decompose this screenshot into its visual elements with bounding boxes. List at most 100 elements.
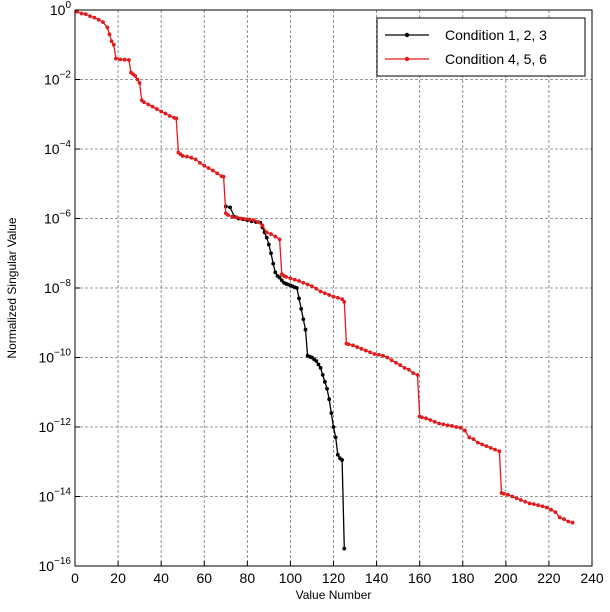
y-tick-label: 100	[50, 0, 72, 18]
legend-marker	[404, 56, 410, 62]
data-point	[118, 57, 123, 62]
data-point	[301, 280, 306, 285]
data-point	[226, 213, 230, 217]
data-point	[335, 452, 340, 457]
data-point	[142, 100, 146, 104]
data-point	[305, 282, 310, 287]
data-point	[493, 447, 497, 452]
data-point	[314, 359, 319, 363]
data-point	[318, 366, 323, 370]
data-point	[101, 20, 105, 25]
data-point	[273, 270, 278, 275]
data-point	[394, 360, 398, 365]
data-point	[549, 507, 553, 512]
data-point	[346, 342, 351, 347]
x-tick-label: 100	[279, 570, 303, 586]
data-point	[488, 445, 493, 450]
data-point	[445, 423, 450, 428]
legend-box	[376, 17, 586, 77]
data-point	[126, 58, 131, 62]
data-point	[193, 157, 198, 162]
data-point	[467, 435, 472, 440]
data-point	[514, 496, 519, 501]
data-point	[536, 503, 541, 508]
data-point	[322, 379, 327, 384]
data-point	[331, 294, 336, 299]
data-point	[335, 295, 340, 300]
x-tick-label: 20	[110, 570, 126, 586]
data-point	[150, 104, 155, 109]
series-layer	[75, 9, 575, 551]
y-tick-label: 10−14	[38, 487, 71, 505]
x-tick-label: 120	[322, 570, 346, 586]
data-point	[325, 386, 329, 391]
data-point	[428, 418, 433, 422]
data-point	[406, 367, 411, 372]
data-point	[174, 116, 179, 121]
y-tick-label: 10−6	[44, 209, 71, 227]
data-point	[206, 166, 211, 171]
y-tick-label: 10−10	[38, 348, 71, 366]
data-point	[355, 345, 360, 349]
data-point	[260, 223, 265, 228]
data-point	[557, 515, 562, 520]
series-1	[223, 204, 347, 551]
data-point	[527, 501, 532, 506]
y-tick-label: 10−8	[44, 278, 71, 296]
x-tick-label: 60	[196, 570, 212, 586]
data-point	[385, 355, 390, 360]
data-point	[266, 242, 271, 247]
data-point	[92, 15, 97, 20]
data-point	[215, 171, 220, 176]
data-point	[256, 220, 261, 224]
y-axis-label: Normalized Singular Value	[5, 217, 19, 359]
data-point	[419, 415, 424, 420]
data-point	[277, 237, 282, 242]
data-point	[327, 293, 332, 297]
data-point	[264, 235, 269, 240]
data-point	[342, 546, 347, 551]
y-tick-label: 10−16	[38, 556, 71, 574]
data-point	[540, 504, 545, 509]
x-tick-label: 140	[365, 570, 389, 586]
data-point	[273, 234, 278, 239]
data-point	[221, 174, 226, 179]
data-point	[230, 214, 235, 219]
data-point	[301, 317, 306, 322]
legend-label: Condition 4, 5, 6	[445, 51, 547, 67]
data-point	[333, 435, 338, 440]
x-tick-label: 220	[537, 570, 561, 586]
data-point	[198, 161, 202, 165]
data-point	[75, 9, 80, 14]
data-point	[316, 362, 321, 367]
data-point	[329, 411, 334, 415]
data-point	[277, 275, 282, 280]
series-2	[75, 9, 575, 525]
data-point	[415, 372, 420, 377]
data-point	[497, 449, 502, 454]
data-point	[342, 300, 347, 304]
data-point	[303, 327, 308, 332]
data-point	[363, 348, 368, 353]
x-tick-label: 0	[71, 570, 79, 586]
data-point	[288, 276, 293, 281]
data-point	[531, 502, 536, 507]
data-point	[228, 205, 233, 210]
data-point	[294, 286, 299, 290]
data-point	[180, 154, 185, 158]
data-point	[322, 291, 327, 296]
y-tick-label: 10−4	[44, 139, 71, 157]
data-point	[510, 494, 515, 499]
data-point	[83, 12, 88, 17]
data-point	[506, 492, 510, 497]
data-point	[284, 274, 289, 279]
data-point	[441, 422, 446, 427]
data-point	[154, 107, 159, 111]
data-point	[234, 215, 239, 220]
x-tick-label: 180	[451, 570, 475, 586]
data-point	[359, 346, 364, 351]
data-point	[458, 425, 463, 430]
x-axis-ticks: 0 20 40 60 80 100 120 140 160 180 200 220 240	[71, 561, 604, 586]
data-point	[159, 109, 164, 114]
data-point	[269, 232, 273, 237]
